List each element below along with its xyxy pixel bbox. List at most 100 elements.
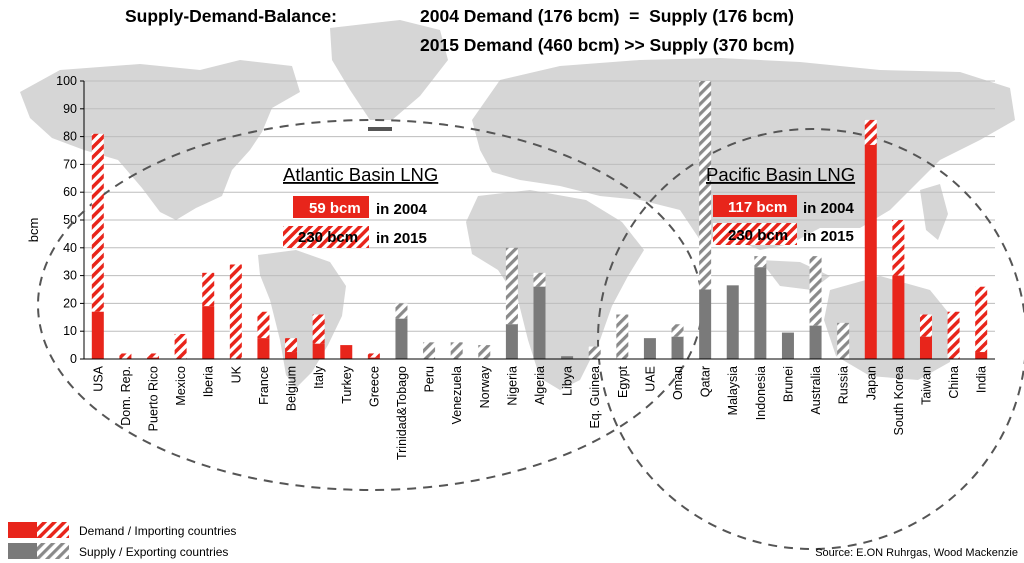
bar-2015-Mexico [174, 333, 187, 359]
legend: Demand / Importing countries Supply / Ex… [8, 522, 236, 559]
header-label: Supply-Demand-Balance: [125, 6, 337, 26]
bar-2015-China [947, 311, 960, 359]
x-tick-label: Puerto Rico [147, 366, 161, 431]
bars [91, 81, 988, 359]
x-tick-label: Egypt [616, 365, 630, 397]
x-tick-label: Belgium [285, 366, 299, 411]
bar-group-nigeria [505, 247, 518, 359]
y-axis-label: bcm [26, 218, 41, 243]
x-tick-label: Malaysia [726, 366, 740, 415]
y-tick-label: 30 [63, 269, 77, 283]
y-tick-label: 90 [63, 102, 77, 116]
bar-2015-USA [91, 133, 104, 312]
x-tick-label: Libya [561, 366, 575, 396]
atlantic-2015-swatch [283, 226, 369, 248]
y-tick-label: 20 [63, 296, 77, 310]
x-tick-label: South Korea [892, 366, 906, 436]
bar-2004-Oman [671, 336, 684, 359]
bar-group-venezuela [450, 342, 463, 359]
bar-group-libya [561, 356, 574, 359]
bar-group-greece [367, 353, 380, 359]
bar-2004-Nigeria [505, 324, 518, 359]
legend-demand-label: Demand / Importing countries [79, 524, 236, 538]
legend-demand-solid-swatch [8, 522, 37, 538]
pacific-2015-swatch [713, 223, 797, 245]
bar-2015-Egypt [616, 314, 629, 359]
bar-group-mexico [174, 333, 187, 359]
header-line-2004: 2004 Demand (176 bcm) = Supply (176 bcm) [420, 6, 794, 26]
atlantic-2004-swatch [293, 196, 369, 218]
bar-2004-Greece [367, 357, 380, 359]
bar-group-oman [671, 324, 684, 359]
y-tick-label: 80 [63, 130, 77, 144]
bar-2004-Algeria [533, 286, 546, 359]
bar-2015-Oman [671, 324, 684, 337]
bar-group-indonesia [754, 256, 767, 359]
pacific-2015-value: 230 bcm [728, 227, 788, 244]
bar-2015-Norway [478, 345, 491, 359]
bar-2015-Taiwan [919, 314, 932, 337]
bar-2015-Russia [837, 322, 850, 359]
bar-2015-Australia [809, 256, 822, 326]
bar-2015-Trinidad&Tobago [395, 303, 408, 319]
x-tick-label: Brunei [781, 366, 795, 402]
x-tick-label: Italy [312, 365, 326, 389]
header: Supply-Demand-Balance: 2004 Demand (176 … [125, 6, 794, 55]
bar-2004-Malaysia [726, 285, 739, 359]
bar-group-puerto-rico [147, 353, 160, 359]
bar-2015-South Korea [892, 220, 905, 276]
x-tick-label: China [947, 366, 961, 399]
bar-group-uk [229, 264, 242, 359]
pacific-2004-label: in 2004 [803, 200, 855, 217]
x-tick-label: Eq. Guinea [588, 366, 602, 429]
bar-2015-Nigeria [505, 247, 518, 325]
bar-2004-USA [91, 311, 104, 359]
legend-demand-hatched-swatch [37, 522, 69, 538]
bar-group-france [257, 311, 270, 359]
bar-group-usa [91, 133, 104, 359]
y-tick-label: 40 [63, 241, 77, 255]
bar-2004-Taiwan [919, 336, 932, 359]
bar-2015-Eq. Guinea [588, 346, 601, 359]
y-tick-label: 10 [63, 324, 77, 338]
x-tick-label: UAE [643, 366, 657, 392]
bar-2015-Venezuela [450, 342, 463, 359]
bar-2004-Belgium [285, 352, 298, 359]
bar-2015-France [257, 311, 270, 339]
atlantic-basin-box: Atlantic Basin LNG 59 bcm in 2004 230 bc… [283, 164, 438, 248]
bar-2004-Brunei [781, 332, 794, 359]
bar-2004-UAE [643, 338, 656, 359]
header-line-2015: 2015 Demand (460 bcm) >> Supply (370 bcm… [420, 35, 794, 55]
x-tick-label: Indonesia [754, 366, 768, 420]
atlantic-2004-value: 59 bcm [309, 200, 361, 217]
bar-group-japan [864, 119, 877, 359]
y-axis: 0 10 20 30 40 50 60 70 80 90 100 [56, 74, 85, 366]
bar-2015-India [975, 286, 988, 353]
x-tick-label: Iberia [202, 366, 216, 397]
bar-2015-Peru [423, 342, 436, 359]
bar-2004-Japan [864, 144, 877, 359]
bar-group-trinidad-tobago [395, 303, 408, 359]
bar-2004-South Korea [892, 275, 905, 359]
bar-group-brunei [781, 332, 794, 359]
x-tick-label: Taiwan [919, 366, 933, 405]
x-tick-label: Japan [864, 366, 878, 400]
atlantic-2004-label: in 2004 [376, 201, 428, 218]
x-tick-label: Venezuela [450, 366, 464, 424]
atlantic-basin-title: Atlantic Basin LNG [283, 164, 438, 185]
bar-2015-Iberia [202, 272, 215, 307]
pacific-2004-value: 117 bcm [728, 199, 787, 216]
legend-supply-solid-swatch [8, 543, 37, 559]
x-tick-label: Mexico [174, 366, 188, 406]
x-tick-label: Algeria [533, 366, 547, 405]
x-axis-labels: USA Dom. Rep. Puerto Rico Mexico Iberia UK Fra… [91, 365, 988, 460]
bar-group-norway [478, 345, 491, 359]
source-note: Source: E.ON Ruhrgas, Wood Mackenzie [815, 547, 1018, 559]
bar-2015-UK [229, 264, 242, 359]
bar-group-taiwan [919, 314, 932, 359]
pacific-2015-label: in 2015 [803, 228, 854, 245]
bar-group-china [947, 311, 960, 359]
x-tick-label: Qatar [699, 366, 713, 397]
